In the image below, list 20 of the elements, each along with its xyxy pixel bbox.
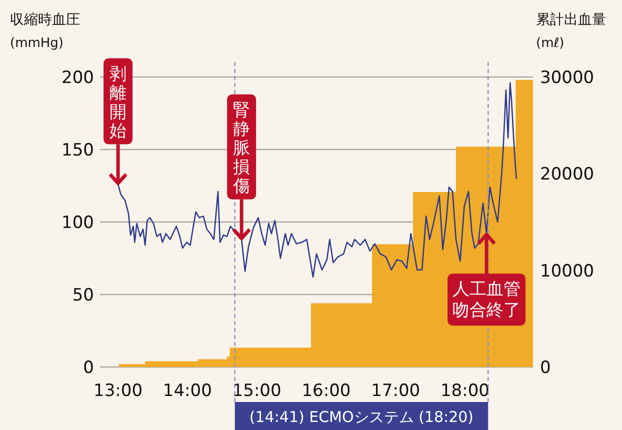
y-axis-title: 収縮時血圧 (mmHg) (10, 12, 80, 51)
y2-tick-label: 10000 (540, 261, 594, 282)
y2-axis-title: 累計出血量 (mℓ) (536, 12, 606, 51)
annotation: 人工血管吻合終了 (452, 280, 521, 321)
x-tick-label: 16:00 (302, 381, 351, 401)
annotation: 腎静脈損傷 (232, 100, 250, 196)
y2-tick-label: 20000 (540, 164, 594, 185)
x-tick-label: 14:00 (162, 381, 212, 401)
x-tick-label: 17:00 (371, 381, 420, 401)
y-tick-label: 100 (62, 213, 94, 233)
y2-tick-label: 30000 (540, 68, 594, 88)
x-tick-label: 15:00 (232, 381, 282, 401)
y-tick-label: 200 (62, 68, 94, 88)
x-tick-label: 13:00 (94, 381, 143, 401)
y-tick-label: 150 (62, 140, 94, 160)
y2-tick-label: 0 (540, 358, 551, 378)
x-tick-label: 18:00 (440, 381, 490, 401)
y-tick-label: 0 (83, 358, 94, 378)
annotation: 剥離開始 (110, 64, 127, 142)
y-tick-label: 50 (72, 286, 94, 306)
